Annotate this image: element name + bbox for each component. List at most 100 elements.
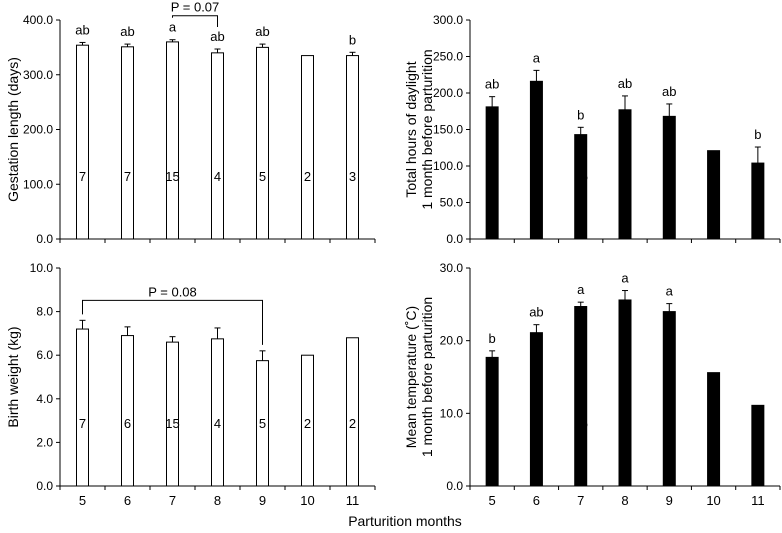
bar xyxy=(574,134,588,240)
y-tick-label: 0.0 xyxy=(36,232,53,246)
significance-letter: ab xyxy=(662,84,676,99)
bar xyxy=(121,46,134,240)
significance-bracket xyxy=(172,15,218,28)
bar xyxy=(618,299,632,487)
y-axis-label: Gestation length (days) xyxy=(5,57,21,202)
sample-size-label: 7 xyxy=(79,416,86,431)
bar xyxy=(166,41,179,240)
y-axis-label: Total hours of daylight xyxy=(403,61,419,197)
significance-letter: b xyxy=(754,127,761,142)
sample-size-label: 7 xyxy=(489,169,496,184)
significance-letter: ab xyxy=(485,77,499,92)
sample-size-label: 15 xyxy=(573,416,587,431)
significance-bracket-label: P = 0.08 xyxy=(148,284,197,299)
sample-size-label: 2 xyxy=(304,416,311,431)
bar xyxy=(529,80,543,240)
sample-size-label: 2 xyxy=(304,169,311,184)
sample-size-label: 7 xyxy=(124,169,131,184)
bar xyxy=(751,404,765,487)
significance-letter: ab xyxy=(210,29,224,44)
significance-letter: a xyxy=(666,284,674,299)
significance-bracket xyxy=(82,299,263,345)
sample-size-label: 5 xyxy=(259,169,266,184)
sample-size-label: 2 xyxy=(349,416,356,431)
y-tick-label: 300.0 xyxy=(23,68,53,82)
y-tick-label: 20.0 xyxy=(440,334,464,348)
sample-size-label: 4 xyxy=(621,416,628,431)
y-tick-label: 30.0 xyxy=(440,261,464,275)
y-tick-label: 10.0 xyxy=(440,406,464,420)
panel-daylight: 0.0 50.0 100.0 150.0 200.0 250.0 300.0 Total ho… xyxy=(403,13,781,246)
y-tick-label: 300.0 xyxy=(433,13,463,27)
y-tick-label: 0.0 xyxy=(36,479,53,493)
y-tick-label: 100.0 xyxy=(433,159,463,173)
sample-size-label: 5 xyxy=(666,416,673,431)
x-tick-label: 11 xyxy=(751,493,765,508)
shared-x-axis-label: Parturition months xyxy=(348,513,462,529)
significance-letter: a xyxy=(577,282,585,297)
x-tick-label: 7 xyxy=(169,493,176,508)
bar xyxy=(301,354,314,487)
sample-size-label: 15 xyxy=(165,416,179,431)
significance-letter: b xyxy=(577,107,584,122)
significance-letter: b xyxy=(349,32,356,47)
x-tick-label: 5 xyxy=(79,493,86,508)
bar xyxy=(346,55,359,240)
significance-letter: b xyxy=(489,331,496,346)
x-tick-label: 8 xyxy=(214,493,221,508)
x-tick-label: 9 xyxy=(259,493,266,508)
y-tick-label: 10.0 xyxy=(30,261,54,275)
bar xyxy=(662,311,676,487)
sample-size-label: 4 xyxy=(214,169,221,184)
x-tick-label: 5 xyxy=(489,493,496,508)
significance-letter: ab xyxy=(255,24,269,39)
sample-size-label: 2 xyxy=(754,416,761,431)
sample-size-label: 7 xyxy=(533,169,540,184)
y-tick-label: 0.0 xyxy=(446,232,463,246)
sample-size-label: 6 xyxy=(124,416,131,431)
sample-size-label: 2 xyxy=(710,416,717,431)
panel-birthweight: 0.0 2.0 4.0 6.0 8.0 10.0 Birth weight (kg) 7 6 15… xyxy=(5,261,376,508)
y-tick-label: 150.0 xyxy=(433,123,463,137)
sample-size-label: 7 xyxy=(489,416,496,431)
sample-size-label: 4 xyxy=(621,169,628,184)
x-tick-label: 8 xyxy=(621,493,628,508)
bar xyxy=(166,341,179,487)
bar xyxy=(574,306,588,487)
y-tick-label: 100.0 xyxy=(23,177,53,191)
significance-bracket-label: P = 0.07 xyxy=(171,0,220,15)
sample-size-label: 6 xyxy=(533,416,540,431)
sample-size-label: 2 xyxy=(710,169,717,184)
y-tick-label: 4.0 xyxy=(36,392,53,406)
bar xyxy=(707,150,721,240)
sample-size-label: 15 xyxy=(573,169,587,184)
bar xyxy=(211,52,224,240)
x-tick-label: 10 xyxy=(706,493,720,508)
y-tick-label: 200.0 xyxy=(23,123,53,137)
bar xyxy=(529,332,543,487)
bar xyxy=(707,372,721,487)
y-axis-label: Birth weight (kg) xyxy=(5,326,21,427)
x-tick-label: 6 xyxy=(124,493,131,508)
x-tick-label: 11 xyxy=(346,493,360,508)
x-tick-label: 7 xyxy=(577,493,584,508)
y-axis-label: 1 month before parturition xyxy=(419,297,435,457)
x-tick-label: 6 xyxy=(533,493,540,508)
y-axis-label: 1 month before parturition xyxy=(419,49,435,209)
sample-size-label: 5 xyxy=(259,416,266,431)
bar xyxy=(301,55,314,240)
sample-size-label: 15 xyxy=(165,169,179,184)
y-tick-label: 8.0 xyxy=(36,305,53,319)
sample-size-label: 7 xyxy=(79,169,86,184)
bar xyxy=(256,46,269,240)
significance-letter: ab xyxy=(529,305,543,320)
y-tick-label: 6.0 xyxy=(36,348,53,362)
y-tick-label: 200.0 xyxy=(433,86,463,100)
significance-letter: ab xyxy=(618,76,632,91)
bar xyxy=(211,338,224,487)
sample-size-label: 3 xyxy=(754,169,761,184)
significance-letter: a xyxy=(621,271,629,286)
sample-size-label: 3 xyxy=(349,169,356,184)
y-tick-label: 400.0 xyxy=(23,13,53,27)
